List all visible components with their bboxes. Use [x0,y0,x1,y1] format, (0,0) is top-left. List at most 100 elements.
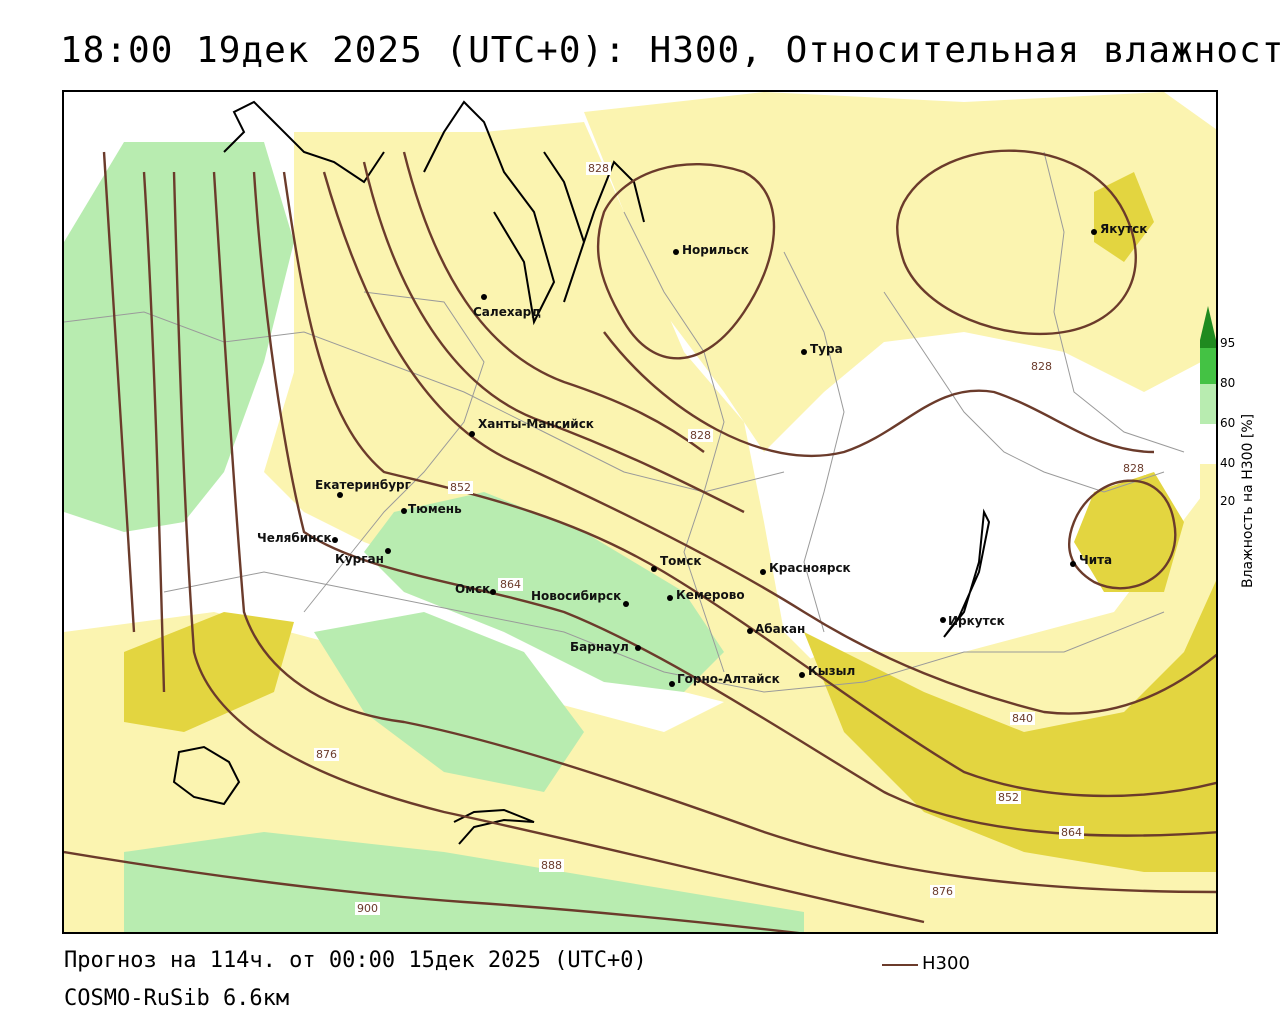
map-title: 18:00 19дек 2025 (UTC+0): H300, Относите… [60,30,1280,71]
coastline-north-2 [423,100,556,326]
region-borders [64,151,1185,693]
contour-840 [322,171,1216,715]
coastlines [172,100,991,845]
map-canvas [64,92,1216,932]
colorbar-seg-80 [1200,348,1216,384]
city-label-barnaul: Барнаул [570,640,629,654]
colorbar-seg-95 [1200,340,1216,348]
city-label-yekaterinburg: Екатеринбург [315,478,411,492]
contour-west-3 [362,161,745,514]
city-dot-tomsk [651,566,657,572]
contour-west-2 [102,151,136,633]
border-5 [883,291,1165,493]
contour-828-east [896,149,1137,336]
humid-yellow-west [264,122,824,712]
humid-green-band-southwest [314,612,584,792]
border-2 [303,291,485,613]
humid-dark-yellow-chita [1074,472,1184,592]
city-dot-yekaterinburg [337,492,343,498]
city-dot-tyumen [401,508,407,514]
colorbar-top-triangle [1200,306,1216,340]
city-label-kurgan: Курган [335,552,384,566]
city-label-krasnoyarsk: Красноярск [769,561,851,575]
city-label-tomsk: Томск [660,554,702,568]
city-dot-kurgan [385,548,391,554]
humidity-fill [64,92,1216,932]
legend-line-h300 [882,964,918,966]
humid-dark-yellow-east [804,580,1216,872]
humid-white-center [804,422,1024,612]
contour-label-852-east: 852 [996,791,1021,804]
colorbar-seg-40 [1200,424,1216,464]
colorbar-tick-80: 80 [1220,376,1236,390]
city-label-irkutsk: Иркутск [948,614,1005,628]
city-label-kemerovo: Кемерово [676,588,745,602]
colorbar-tick-95: 95 [1220,336,1236,350]
city-label-yakutsk: Якутск [1100,222,1148,236]
city-dot-chelyabinsk [332,537,338,543]
city-dot-irkutsk [940,617,946,623]
city-dot-kemerovo [667,595,673,601]
forecast-info: Прогноз на 114ч. от 00:00 15дек 2025 (UT… [64,948,647,973]
h300-contours [64,149,1216,932]
humid-dark-yellow-yakutsk [1094,172,1154,262]
contour-label-864-west: 864 [498,578,523,591]
contour-828-north [596,162,776,360]
contour-852 [282,171,1216,798]
contour-label-828-north: 828 [586,162,611,175]
coastline-balkhash [453,808,535,845]
contour-label-888: 888 [539,859,564,872]
city-dot-yakutsk [1091,229,1097,235]
city-label-salekhard: Салехард [473,305,541,319]
colorbar-tick-20: 20 [1220,494,1236,508]
city-label-tyumen: Тюмень [408,502,462,516]
contour-label-828-chita: 828 [1121,462,1146,475]
humid-yellow-south [64,477,1216,932]
city-dot-novosibirsk [623,601,629,607]
contour-label-876-east: 876 [930,885,955,898]
city-dot-krasnoyarsk [760,569,766,575]
city-label-gorno-altaysk: Горно-Алтайск [677,672,780,686]
city-dot-gorno-altaysk [669,681,675,687]
colorbar-seg-60 [1200,384,1216,424]
contour-west-1 [142,171,166,693]
contour-900 [64,850,800,932]
map-panel: 828 828 828 828 852 864 876 840 852 864 … [62,90,1218,934]
coastline-north-1 [223,100,385,184]
colorbar-tick-60: 60 [1220,416,1236,430]
city-dot-khanty-mansiysk [469,431,475,437]
coastline-aral [172,745,241,806]
city-label-omsk: Омск [455,582,491,596]
contour-label-876-west: 876 [314,748,339,761]
colorbar-tick-40: 40 [1220,456,1236,470]
contour-label-828-middle: 828 [688,429,713,442]
contour-876 [212,171,1216,894]
border-1 [64,311,785,493]
contour-label-828-east: 828 [1029,360,1054,373]
contour-label-840-east: 840 [1010,712,1035,725]
contour-label-852-west: 852 [448,481,473,494]
contour-864 [252,171,1216,837]
border-3 [623,211,725,673]
city-label-tura: Тура [810,342,843,356]
city-label-novosibirsk: Новосибирск [531,589,622,603]
colorbar [1200,308,1216,508]
colorbar-seg-20 [1200,464,1216,504]
city-dot-omsk [490,589,496,595]
contour-west-4 [402,151,705,453]
humid-green-band-center [364,492,724,692]
border-4 [783,251,845,633]
contour-label-864-east: 864 [1059,826,1084,839]
city-label-abakan: Абакан [755,622,806,636]
humid-dark-yellow-west [124,612,294,732]
contour-label-900: 900 [355,902,380,915]
contour-828-middle [603,331,1155,457]
city-dot-tura [801,349,807,355]
city-dot-barnaul [635,645,641,651]
city-dot-abakan [747,628,753,634]
city-dot-kyzyl [799,672,805,678]
city-label-khanty-mansiysk: Ханты-Мансийск [478,417,594,431]
city-label-kyzyl: Кызыл [808,664,856,678]
humid-yellow-north [584,92,1216,452]
border-6 [163,571,1165,693]
